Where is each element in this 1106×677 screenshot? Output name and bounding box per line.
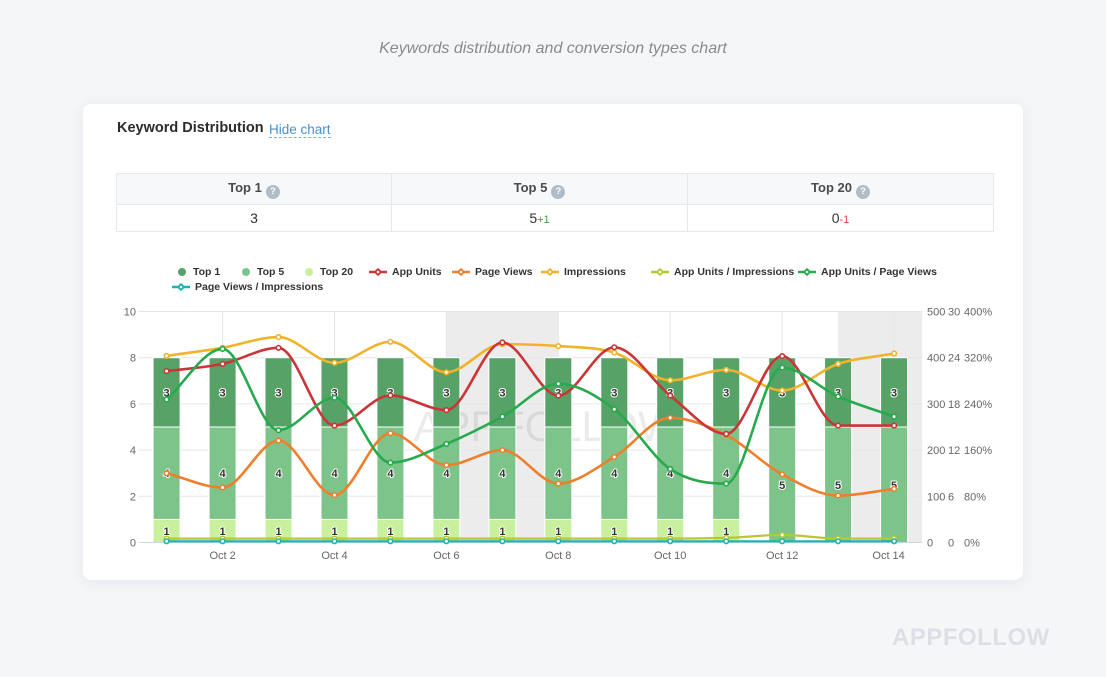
svg-text:200: 200 (927, 445, 945, 457)
svg-text:Oct 4: Oct 4 (321, 550, 347, 562)
svg-text:Oct 10: Oct 10 (654, 550, 686, 562)
svg-text:100: 100 (927, 491, 945, 503)
svg-text:24: 24 (948, 353, 960, 365)
svg-text:5: 5 (779, 480, 785, 492)
svg-text:4: 4 (723, 468, 730, 480)
svg-text:4: 4 (220, 468, 227, 480)
svg-text:4: 4 (611, 468, 618, 480)
svg-text:1: 1 (331, 526, 337, 538)
svg-text:Oct 12: Oct 12 (766, 550, 798, 562)
svg-text:4: 4 (499, 468, 506, 480)
svg-text:10: 10 (124, 307, 136, 319)
svg-text:1: 1 (275, 526, 281, 538)
svg-text:4: 4 (130, 445, 136, 457)
svg-text:300: 300 (927, 399, 945, 411)
svg-text:5: 5 (835, 480, 841, 492)
svg-text:5: 5 (891, 480, 897, 492)
svg-text:3: 3 (443, 387, 449, 399)
svg-text:500: 500 (927, 307, 945, 319)
svg-text:3: 3 (164, 387, 170, 399)
svg-text:3: 3 (275, 387, 281, 399)
svg-text:3: 3 (499, 387, 505, 399)
svg-text:1: 1 (220, 526, 226, 538)
svg-text:Oct 14: Oct 14 (872, 550, 904, 562)
svg-text:1: 1 (611, 526, 617, 538)
svg-text:18: 18 (948, 399, 960, 411)
svg-text:30: 30 (948, 307, 960, 319)
svg-text:400%: 400% (964, 307, 992, 319)
svg-text:3: 3 (723, 387, 729, 399)
svg-text:3: 3 (611, 387, 617, 399)
svg-text:1: 1 (499, 526, 505, 538)
svg-text:1: 1 (723, 526, 729, 538)
svg-text:3: 3 (891, 387, 897, 399)
svg-text:0%: 0% (964, 538, 980, 550)
svg-text:0: 0 (927, 538, 933, 550)
svg-text:6: 6 (948, 491, 954, 503)
svg-text:160%: 160% (964, 445, 992, 457)
svg-text:2: 2 (130, 491, 136, 503)
svg-text:8: 8 (130, 353, 136, 365)
svg-text:4: 4 (275, 468, 282, 480)
svg-text:4: 4 (387, 468, 394, 480)
svg-text:4: 4 (331, 468, 338, 480)
svg-text:Oct 2: Oct 2 (209, 550, 235, 562)
svg-text:0: 0 (130, 538, 136, 550)
svg-text:4: 4 (443, 468, 450, 480)
svg-text:4: 4 (555, 468, 562, 480)
svg-text:1: 1 (555, 526, 561, 538)
svg-text:1: 1 (667, 526, 673, 538)
svg-text:3: 3 (331, 387, 337, 399)
svg-text:Oct 8: Oct 8 (545, 550, 571, 562)
svg-text:1: 1 (164, 526, 170, 538)
svg-text:240%: 240% (964, 399, 992, 411)
svg-text:3: 3 (220, 387, 226, 399)
svg-text:0: 0 (948, 538, 954, 550)
svg-text:400: 400 (927, 353, 945, 365)
svg-text:4: 4 (667, 468, 674, 480)
svg-text:1: 1 (387, 526, 393, 538)
svg-text:Oct 6: Oct 6 (433, 550, 459, 562)
svg-text:80%: 80% (964, 491, 986, 503)
svg-text:3: 3 (835, 387, 841, 399)
svg-text:1: 1 (443, 526, 449, 538)
svg-text:12: 12 (948, 445, 960, 457)
svg-text:6: 6 (130, 399, 136, 411)
svg-text:320%: 320% (964, 353, 992, 365)
